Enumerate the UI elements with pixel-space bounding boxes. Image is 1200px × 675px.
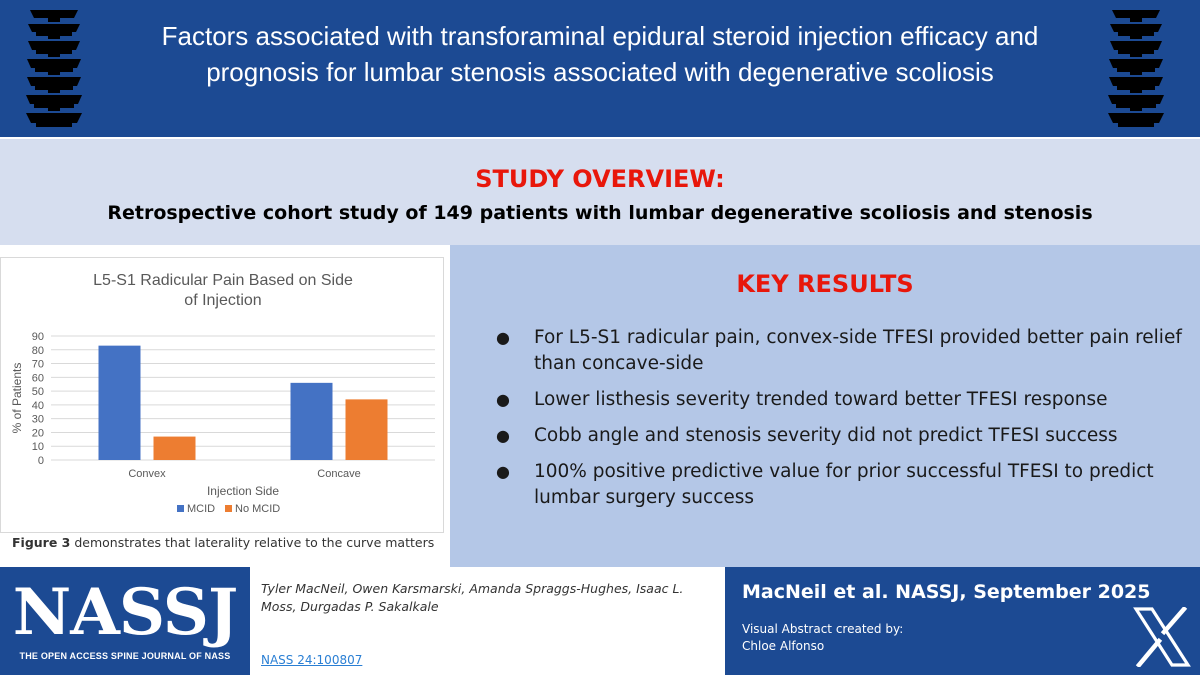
bullet-icon: ●: [496, 390, 510, 409]
study-overview-section: STUDY OVERVIEW: Retrospective cohort stu…: [0, 137, 1200, 245]
page-title: Factors associated with transforaminal e…: [161, 21, 1039, 87]
legend-label: No MCID: [235, 503, 280, 515]
doi-link[interactable]: NASS 24:100807: [261, 653, 363, 667]
y-tick-label: 40: [32, 400, 44, 412]
chart-container: L5-S1 Radicular Pain Based on Side of Inj…: [0, 257, 444, 533]
bar-chart: L5-S1 Radicular Pain Based on Side of Inj…: [10, 272, 435, 515]
overview-heading: STUDY OVERVIEW:: [475, 165, 725, 193]
result-text: 100% positive predictive value for prior…: [534, 461, 1154, 508]
x-logo-icon[interactable]: [1132, 607, 1192, 667]
list-item: ● 100% positive predictive value for prio…: [496, 459, 1196, 511]
y-tick-label: 10: [32, 441, 44, 453]
x-axis-label: Injection Side: [207, 484, 279, 498]
list-item: ● Lower listhesis severity trended toward…: [496, 387, 1196, 413]
figure-panel: L5-S1 Radicular Pain Based on Side of Inj…: [0, 245, 450, 567]
y-tick-label: 70: [32, 359, 44, 371]
x-tick-label: Convex: [128, 468, 166, 480]
legend-swatch: [177, 505, 184, 512]
y-tick-label: 30: [32, 414, 44, 426]
y-tick-label: 0: [38, 455, 44, 467]
legend-swatch: [225, 505, 232, 512]
header-banner: Factors associated with transforaminal e…: [0, 0, 1200, 137]
credit-label: Visual Abstract created by:: [742, 622, 904, 636]
figure-caption-text: demonstrates that laterality relative to…: [74, 535, 435, 550]
y-tick-label: 90: [32, 331, 44, 343]
results-heading: KEY RESULTS: [736, 270, 914, 298]
list-item: ● Cobb angle and stenosis severity did no…: [496, 423, 1196, 449]
citation: MacNeil et al. NASSJ, September 2025: [742, 581, 1151, 603]
logo-tagline: THE OPEN ACCESS SPINE JOURNAL OF NASS: [19, 651, 231, 661]
list-item: ● For L5-S1 radicular pain, convex-side T…: [496, 325, 1196, 377]
result-text: Cobb angle and stenosis severity did not…: [534, 425, 1118, 446]
bar-mcid: [290, 382, 333, 460]
credit-name: Chloe Alfonso: [742, 639, 825, 653]
logo-wordmark: NASSJ: [12, 575, 238, 650]
y-axis-label: % of Patients: [10, 363, 24, 434]
y-tick-label: 80: [32, 345, 44, 357]
chart-title: L5-S1 Radicular Pain Based on Side: [93, 272, 353, 289]
figure-caption-label: Figure 3: [12, 535, 71, 550]
results-list: ● For L5-S1 radicular pain, convex-side T…: [496, 325, 1196, 521]
key-results-section: KEY RESULTS ● For L5-S1 radicular pain, c…: [450, 245, 1200, 567]
result-text: For L5-S1 radicular pain, convex-side TF…: [534, 327, 1182, 374]
result-text: Lower listhesis severity trended toward …: [534, 389, 1108, 410]
y-tick-label: 50: [32, 386, 44, 398]
bar-mcid: [98, 345, 141, 460]
legend-label: MCID: [187, 503, 215, 515]
bullet-icon: ●: [496, 328, 510, 347]
authors-panel: Tyler MacNeil, Owen Karsmarski, Amanda S…: [250, 567, 725, 675]
figure-caption: Figure 3 demonstrates that laterality re…: [12, 535, 434, 550]
y-tick-label: 60: [32, 372, 44, 384]
bar-no-mcid: [345, 399, 388, 460]
x-tick-label: Concave: [317, 468, 360, 480]
author-list: Tyler MacNeil, Owen Karsmarski, Amanda S…: [261, 581, 684, 614]
bullet-icon: ●: [496, 426, 510, 445]
y-tick-label: 20: [32, 427, 44, 439]
bar-no-mcid: [153, 436, 196, 460]
bullet-icon: ●: [496, 462, 510, 481]
spine-vertebrae-icon: [1108, 10, 1164, 127]
overview-subheading: Retrospective cohort study of 149 patien…: [107, 202, 1093, 224]
footer: NASSJ THE OPEN ACCESS SPINE JOURNAL OF N…: [0, 567, 1200, 675]
journal-logo: NASSJ THE OPEN ACCESS SPINE JOURNAL OF N…: [0, 567, 250, 675]
spine-vertebrae-icon: [26, 10, 82, 127]
chart-title: of Injection: [184, 292, 261, 309]
